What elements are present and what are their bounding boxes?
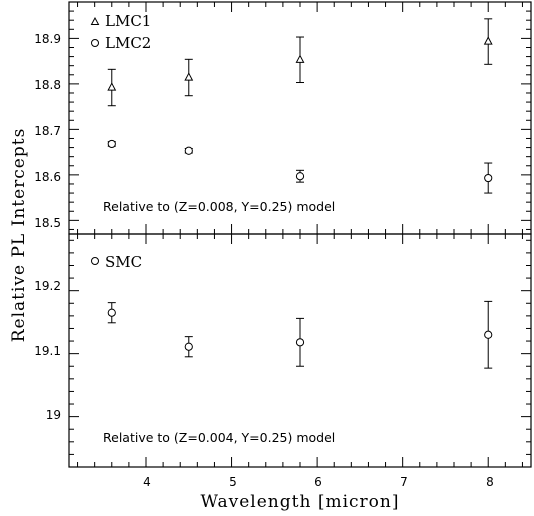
circle-marker bbox=[107, 308, 116, 317]
model-annotation-bottom: Relative to (Z=0.004, Y=0.25) model bbox=[103, 430, 335, 445]
triangle-marker bbox=[295, 54, 305, 63]
data-point-lmc2 bbox=[107, 139, 116, 149]
triangle-marker-icon bbox=[90, 16, 100, 25]
circle-marker bbox=[295, 172, 305, 181]
data-point-lmc1 bbox=[184, 58, 194, 97]
y-tick-label: 19.2 bbox=[34, 279, 61, 293]
axis-ticks bbox=[69, 1, 531, 467]
data-point-lmc2 bbox=[184, 146, 193, 155]
y-axis-title: Relative PL Intercepts bbox=[9, 128, 29, 343]
data-point-smc bbox=[295, 317, 305, 367]
data-point-lmc1 bbox=[483, 18, 493, 65]
data-point-lmc1 bbox=[295, 36, 305, 84]
y-tick-label: 19.1 bbox=[34, 344, 61, 358]
x-tick-label: 8 bbox=[486, 475, 494, 489]
data-point-smc bbox=[484, 300, 493, 369]
data-point-lmc1 bbox=[107, 68, 117, 107]
x-tick-label: 5 bbox=[229, 475, 237, 489]
triangle-marker bbox=[483, 36, 493, 45]
x-axis-title: Wavelength [micron] bbox=[201, 492, 400, 512]
circle-marker-icon bbox=[91, 39, 99, 47]
x-tick-label: 4 bbox=[143, 475, 151, 489]
circle-marker bbox=[107, 139, 116, 149]
legend-label-lmc1: LMC1 bbox=[105, 12, 151, 30]
legend-label-smc: SMC bbox=[105, 253, 142, 271]
x-tick-label: 6 bbox=[314, 475, 322, 489]
data-point-lmc2 bbox=[484, 162, 493, 194]
data-point-smc bbox=[184, 336, 193, 358]
x-tick-label: 7 bbox=[400, 475, 408, 489]
circle-marker bbox=[184, 342, 193, 351]
data-marks bbox=[107, 18, 493, 369]
circle-marker-icon bbox=[91, 257, 99, 265]
y-tick-label: 18.8 bbox=[34, 78, 61, 92]
y-tick-label: 18.9 bbox=[34, 32, 61, 46]
circle-marker bbox=[184, 146, 193, 155]
y-tick-label: 18.7 bbox=[34, 124, 61, 138]
data-point-smc bbox=[107, 302, 116, 324]
model-annotation-top: Relative to (Z=0.008, Y=0.25) model bbox=[103, 199, 335, 214]
y-tick-label: 18.5 bbox=[34, 216, 61, 230]
triangle-marker bbox=[184, 72, 194, 81]
y-tick-label: 18.6 bbox=[34, 170, 61, 184]
data-point-lmc2 bbox=[295, 169, 305, 183]
y-tick-label: 19 bbox=[46, 408, 61, 422]
circle-marker bbox=[484, 330, 493, 339]
triangle-marker bbox=[107, 82, 117, 91]
circle-marker bbox=[484, 173, 493, 183]
circle-marker bbox=[295, 338, 305, 347]
legend-label-lmc2: LMC2 bbox=[105, 34, 151, 52]
